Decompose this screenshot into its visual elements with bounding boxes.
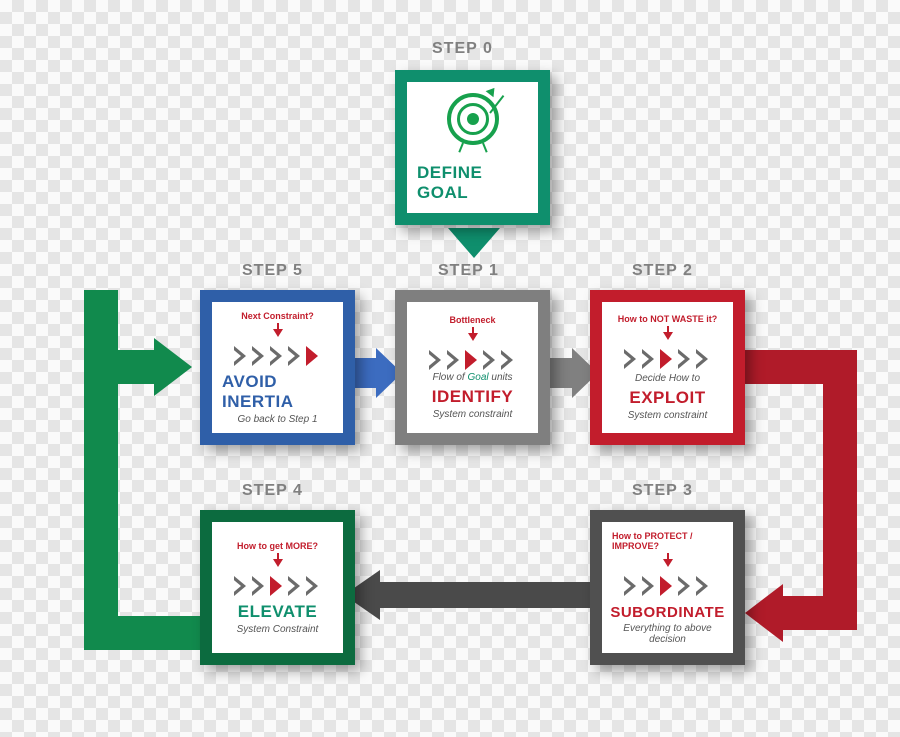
step4-box: How to get MORE? ELEVATE System Constrai…: [200, 510, 355, 665]
arrow-loop-left: [78, 290, 200, 650]
step2-label: STEP 2: [632, 262, 693, 280]
step1-box: Bottleneck Flow of Goal units IDENTIFY S…: [395, 290, 550, 445]
target-icon: [447, 93, 499, 145]
step0-label: STEP 0: [432, 40, 493, 58]
step4-mini-arrow: [273, 553, 283, 568]
step1-mini-arrow: [468, 327, 478, 342]
step1-flow-goal: Goal: [467, 372, 488, 383]
step1-chevrons: [429, 350, 517, 370]
step5-box: Next Constraint? AVOID INERTIA Go back t…: [200, 290, 355, 445]
step5-label: STEP 5: [242, 262, 303, 280]
step1-title: IDENTIFY: [432, 387, 513, 407]
arrow-3-to-4: [352, 570, 592, 620]
step4-label: STEP 4: [242, 482, 303, 500]
step2-title: EXPLOIT: [629, 388, 705, 408]
step5-mini-arrow: [273, 323, 283, 338]
step1-label: STEP 1: [438, 262, 499, 280]
step0-box: DEFINE GOAL: [395, 70, 550, 225]
step2-hint: How to NOT WASTE it?: [618, 314, 718, 324]
step0-title: DEFINE GOAL: [417, 163, 528, 203]
step3-sub: Everything to above decision: [612, 623, 723, 645]
step4-chevrons: [234, 576, 322, 596]
step4-hint: How to get MORE?: [237, 541, 318, 551]
step2-box: How to NOT WASTE it? Decide How to EXPLO…: [590, 290, 745, 445]
step3-title: SUBORDINATE: [610, 604, 724, 621]
step3-label: STEP 3: [632, 482, 693, 500]
step5-title: AVOID INERTIA: [222, 372, 333, 412]
step3-chevrons: [624, 576, 712, 596]
toc-diagram: STEP 0 DEFINE GOAL STEP 5 Next Constrain…: [0, 0, 900, 737]
step5-hint: Next Constraint?: [241, 311, 314, 321]
step2-pre: Decide How to: [635, 373, 700, 384]
step1-flow-b: units: [489, 372, 513, 383]
step1-sub: System constraint: [433, 409, 512, 420]
step5-sub: Go back to Step 1: [237, 414, 317, 425]
step2-chevrons: [624, 349, 712, 369]
step3-mini-arrow: [663, 553, 673, 568]
step3-box: How to PROTECT / IMPROVE? SUBORDINATE Ev…: [590, 510, 745, 665]
step5-chevrons: [234, 346, 322, 366]
step3-hint: How to PROTECT / IMPROVE?: [612, 531, 723, 551]
step1-flow-a: Flow of: [432, 372, 467, 383]
arrow-loop-right: [745, 320, 875, 660]
step4-sub: System Constraint: [237, 624, 319, 635]
step1-hint: Bottleneck: [449, 315, 495, 325]
step2-mini-arrow: [663, 326, 673, 341]
step4-title: ELEVATE: [238, 602, 317, 622]
step1-flow: Flow of Goal units: [432, 372, 512, 383]
step2-sub: System constraint: [628, 410, 707, 421]
